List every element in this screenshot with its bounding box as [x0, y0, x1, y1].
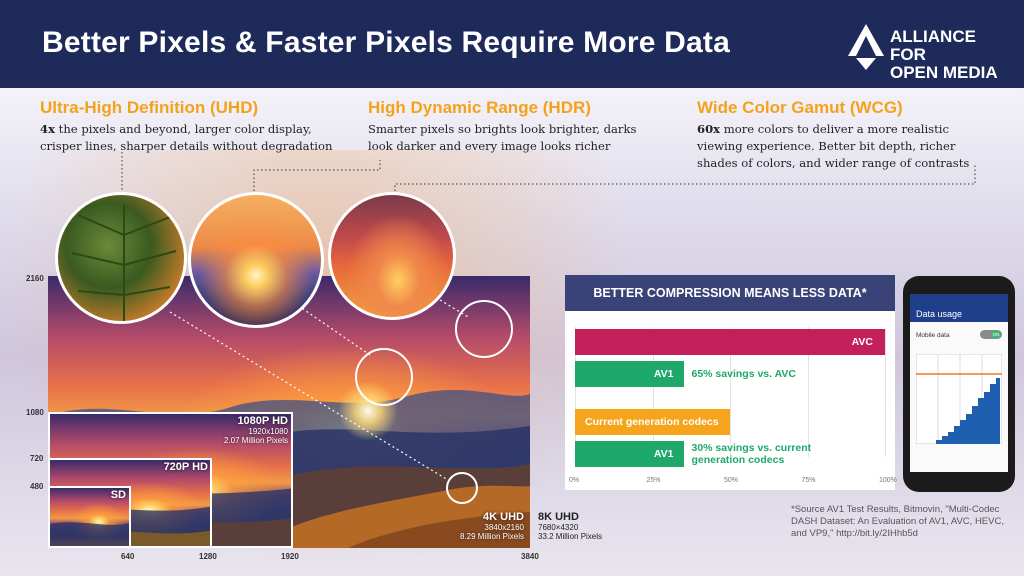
- x-label-1920: 1920: [281, 552, 299, 561]
- phone-usage-chart: [916, 354, 1002, 444]
- circle-uhd-detail: [55, 192, 187, 324]
- chart-gridline: [575, 327, 576, 457]
- phone-app-title: Data usage: [910, 294, 1008, 322]
- chart-bar-1: AV1: [575, 361, 684, 387]
- feature-title-hdr: High Dynamic Range (HDR): [368, 98, 591, 117]
- label-1080p-name: 1080P HD: [237, 415, 288, 427]
- feature-desc-uhd-text: the pixels and beyond, larger color disp…: [40, 122, 333, 153]
- label-1080p-pixels: 2.07 Million Pixels: [223, 436, 288, 445]
- chart-x-tick: 50%: [724, 477, 739, 484]
- chart-gridline: [730, 327, 731, 457]
- circle-wcg-detail: [328, 192, 456, 320]
- chart-title: BETTER COMPRESSION MEANS LESS DATA*: [565, 275, 895, 311]
- label-1080p-dims: 1920x1080: [248, 427, 288, 436]
- aom-logo: ALLIANCE FOR OPEN MEDIA: [846, 22, 1006, 82]
- phone-data-toggle[interactable]: ON: [980, 330, 1002, 339]
- x-label-640: 640: [121, 552, 135, 561]
- feature-title-wcg: Wide Color Gamut (WCG): [697, 98, 903, 117]
- label-8k: 8K UHD 7680×4320 33.2 Million Pixels: [538, 511, 628, 541]
- feature-desc-uhd-bold: 4x: [40, 122, 55, 136]
- feature-desc-uhd: 4x the pixels and beyond, larger color d…: [40, 121, 350, 155]
- zoom-ring-wcg: [455, 300, 513, 358]
- chart-gridline: [652, 327, 654, 457]
- phone-mockup: Data usage Mobile data ON: [903, 276, 1015, 492]
- phone-toggle-knob: ON: [991, 331, 1001, 338]
- chart-bar-note-1: 65% savings vs. AVC: [691, 368, 796, 380]
- compression-chart: BETTER COMPRESSION MEANS LESS DATA* 0% 25…: [565, 275, 897, 490]
- chart-x-tick: 75%: [801, 477, 816, 484]
- circle-hdr-detail: [188, 192, 324, 328]
- chart-bar-3: AV1: [575, 441, 684, 467]
- phone-mobile-data-label: Mobile data: [916, 332, 950, 339]
- label-1080p: 1080P HD 1920x1080 2.07 Million Pixels: [180, 415, 288, 445]
- chart-bar-0: AVC: [575, 329, 885, 355]
- feature-desc-hdr-text: Smarter pixels so brights look brighter,…: [368, 122, 637, 153]
- label-4k-pixels: 8.29 Million Pixels: [459, 532, 524, 541]
- page-title: Better Pixels & Faster Pixels Require Mo…: [42, 26, 731, 59]
- feature-desc-wcg-text: more colors to deliver a more realistic …: [697, 122, 970, 170]
- box-sd: [48, 486, 131, 548]
- x-label-3840: 3840: [521, 552, 539, 561]
- pine-branches: [71, 205, 177, 321]
- feature-desc-hdr: Smarter pixels so brights look brighter,…: [368, 121, 658, 155]
- chart-x-tick: 0%: [569, 477, 580, 484]
- label-4k-name: 4K UHD: [483, 511, 524, 523]
- chart-gridline: [885, 327, 886, 457]
- label-720p: 720P HD: [163, 461, 208, 473]
- box-sd-mountains: [50, 522, 129, 546]
- zoom-ring-uhd: [446, 472, 478, 504]
- y-label-480: 480: [30, 482, 44, 491]
- label-8k-name: 8K UHD: [538, 511, 579, 523]
- feature-title-uhd: Ultra-High Definition (UHD): [40, 98, 259, 117]
- aom-logo-icon: [848, 24, 884, 70]
- feature-desc-wcg: 60x more colors to deliver a more realis…: [697, 121, 987, 172]
- chart-bar-2: Current generation codecs: [575, 409, 730, 435]
- label-sd: SD: [110, 489, 126, 501]
- label-8k-dims: 7680×4320: [538, 523, 579, 532]
- y-label-720: 720: [30, 454, 44, 463]
- chart-gridline: [807, 327, 809, 457]
- logo-line2: OPEN MEDIA: [890, 63, 998, 82]
- chart-bar-note-3: 30% savings vs. current generation codec…: [691, 442, 812, 466]
- logo-text: ALLIANCE FOR OPEN MEDIA: [890, 28, 1006, 82]
- zoom-ring-hdr: [355, 348, 413, 406]
- feature-desc-wcg-bold: 60x: [697, 122, 721, 136]
- label-4k: 4K UHD 3840x2160 8.29 Million Pixels: [420, 511, 524, 541]
- chart-x-tick: 25%: [646, 477, 661, 484]
- x-label-1280: 1280: [199, 552, 217, 561]
- header-banner: Better Pixels & Faster Pixels Require Mo…: [0, 0, 1024, 88]
- chart-x-tick: 100%: [879, 477, 897, 484]
- label-8k-pixels: 33.2 Million Pixels: [538, 532, 603, 541]
- y-label-1080: 1080: [26, 408, 44, 417]
- phone-screen: Data usage Mobile data ON: [910, 294, 1008, 472]
- logo-line1: ALLIANCE FOR: [890, 27, 976, 64]
- source-citation: *Source AV1 Test Results, Bitmovin, "Mul…: [791, 504, 1004, 539]
- label-4k-dims: 3840x2160: [484, 523, 524, 532]
- y-label-2160: 2160: [26, 274, 44, 283]
